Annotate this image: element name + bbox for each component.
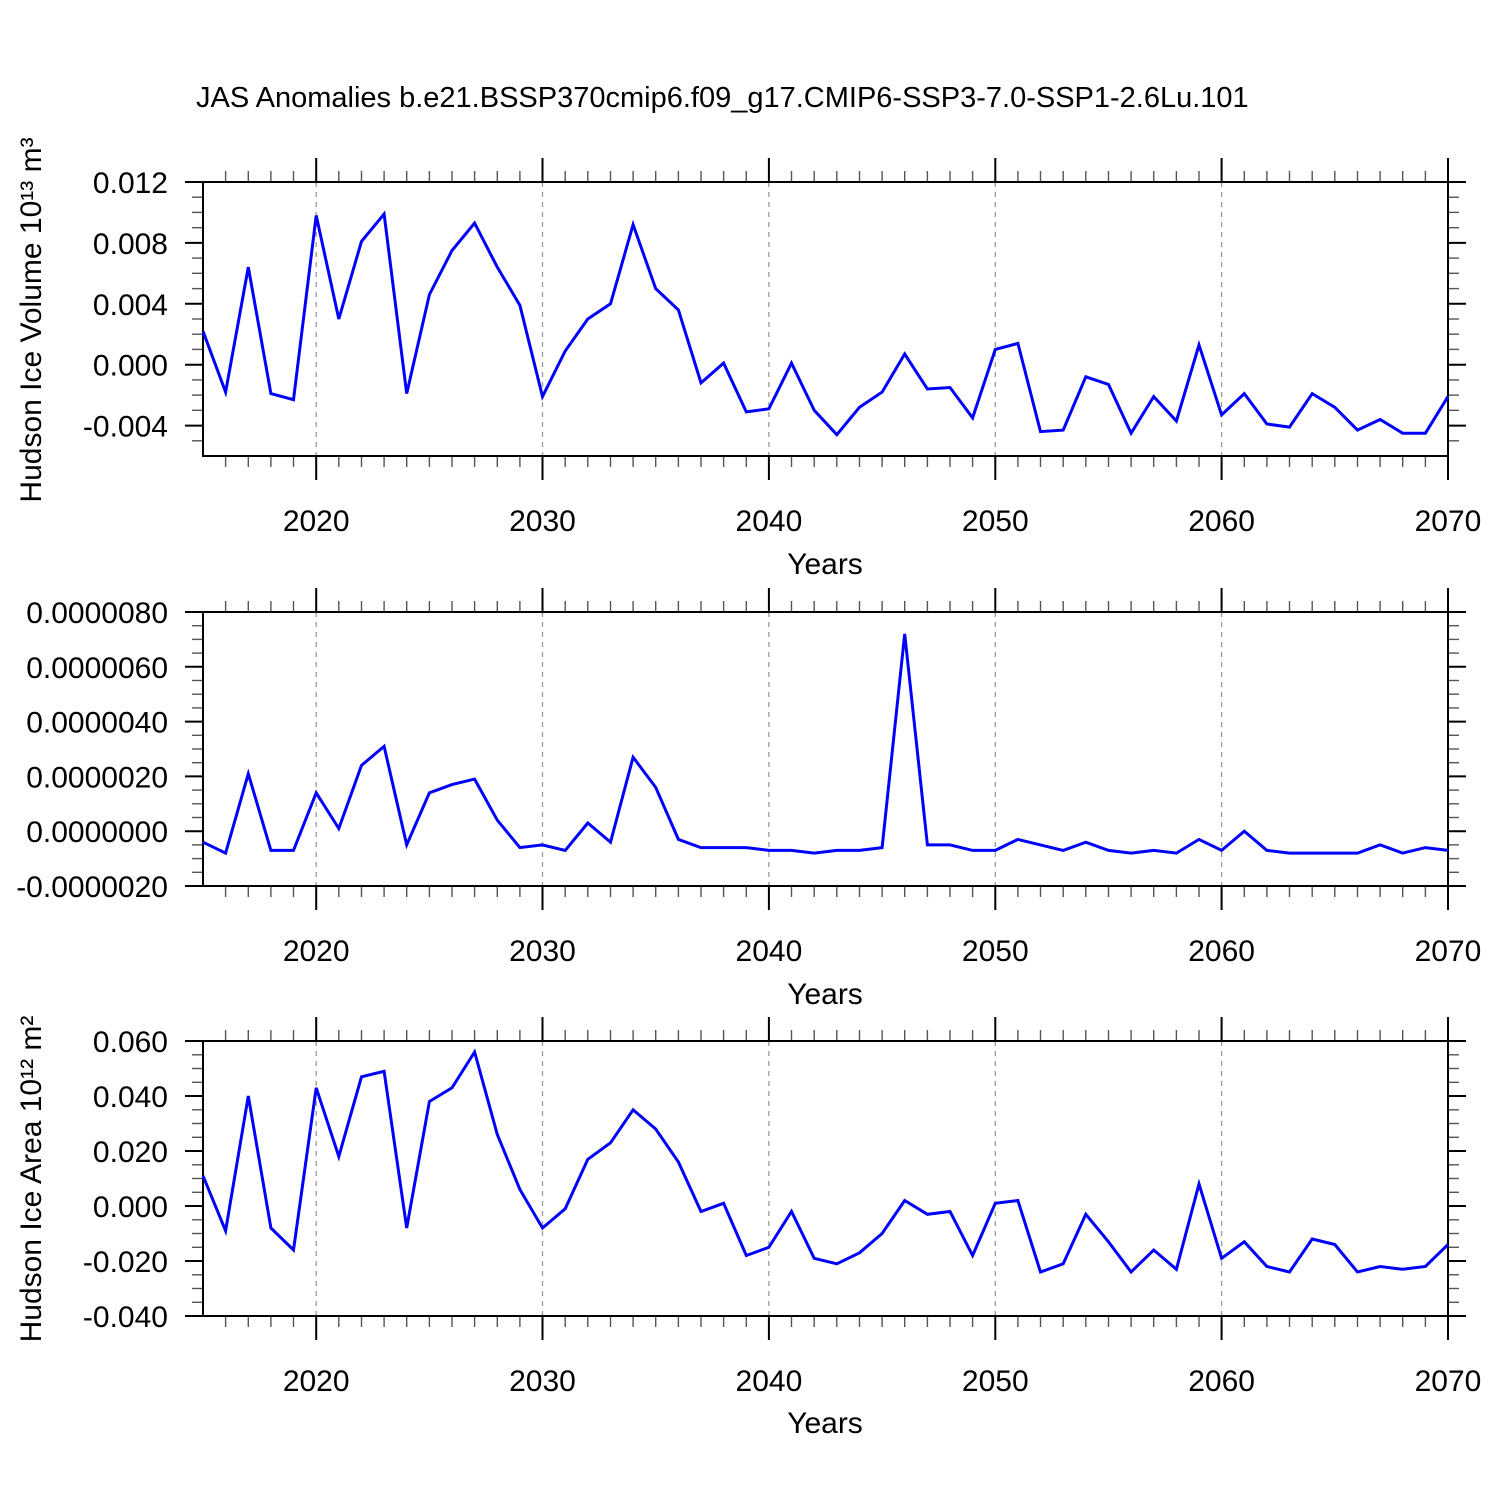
x-tick-label: 2040 xyxy=(736,1365,803,1398)
y-tick-label: 0.0000040 xyxy=(26,707,168,740)
x-tick-label: 2040 xyxy=(736,505,803,538)
x-tick-label: 2050 xyxy=(962,935,1029,968)
y-tick-label: -0.040 xyxy=(83,1301,168,1334)
y-tick-label: 0.060 xyxy=(93,1026,168,1059)
hudson-ice-area-line xyxy=(201,1048,1450,1275)
y-tick-label: 0.0000020 xyxy=(26,761,168,794)
x-tick-label: 2060 xyxy=(1188,935,1255,968)
x-tick-label: 2050 xyxy=(962,505,1029,538)
x-axis-title-panel3: Years xyxy=(787,1407,863,1440)
chart-title: JAS Anomalies b.e21.BSSP370cmip6.f09_g17… xyxy=(196,82,1249,114)
y-tick-label: 0.004 xyxy=(93,289,168,322)
x-tick-label: 2050 xyxy=(962,1365,1029,1398)
y-tick-label: 0.000 xyxy=(93,350,168,383)
x-tick-label: 2070 xyxy=(1415,505,1482,538)
y-tick-label: 0.0000080 xyxy=(26,597,168,630)
x-tick-label: 2030 xyxy=(509,1365,576,1398)
y-tick-label: -0.004 xyxy=(83,411,168,444)
x-tick-label: 2020 xyxy=(283,935,350,968)
y-tick-label: 0.0000060 xyxy=(26,652,168,685)
x-tick-label: 2060 xyxy=(1188,505,1255,538)
x-tick-label: 2020 xyxy=(283,1365,350,1398)
x-tick-label: 2020 xyxy=(283,505,350,538)
x-tick-label: 2040 xyxy=(736,935,803,968)
y-tick-label: -0.020 xyxy=(83,1246,168,1279)
y-tick-label: 0.012 xyxy=(93,167,168,200)
x-tick-label: 2030 xyxy=(509,505,576,538)
y-tick-label: 0.008 xyxy=(93,228,168,261)
panel-frame xyxy=(202,1040,1449,1317)
y-tick-label: 0.020 xyxy=(93,1136,168,1169)
panel-frame xyxy=(202,181,1449,457)
x-tick-label: 2060 xyxy=(1188,1365,1255,1398)
hudson-ice-volume-line xyxy=(201,210,1450,437)
y-tick-label: 0.040 xyxy=(93,1081,168,1114)
panel-frame xyxy=(202,611,1449,887)
y-tick-label: 0.0000000 xyxy=(26,816,168,849)
x-axis-title-panel1: Years xyxy=(787,548,863,581)
x-tick-label: 2030 xyxy=(509,935,576,968)
hudson-ice-middle-series-line xyxy=(202,633,1449,856)
x-axis-title-panel2: Years xyxy=(787,978,863,1011)
y-tick-label: 0.000 xyxy=(93,1191,168,1224)
y-tick-label: -0.0000020 xyxy=(16,871,168,904)
x-tick-label: 2070 xyxy=(1415,1365,1482,1398)
x-tick-label: 2070 xyxy=(1415,935,1482,968)
